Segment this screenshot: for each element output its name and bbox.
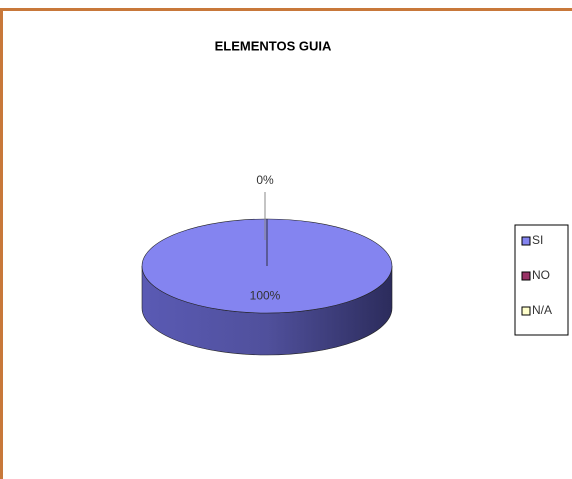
legend-swatch	[521, 306, 531, 316]
legend-label: NO	[532, 268, 550, 282]
legend-swatch	[521, 236, 531, 246]
data-label: 0%	[256, 173, 274, 187]
legend-label: SI	[532, 233, 543, 247]
chart-title: ELEMENTOS GUIA	[215, 38, 332, 53]
legend-label: N/A	[532, 303, 552, 317]
data-label: 100%	[250, 289, 281, 303]
legend-swatch	[521, 271, 531, 281]
